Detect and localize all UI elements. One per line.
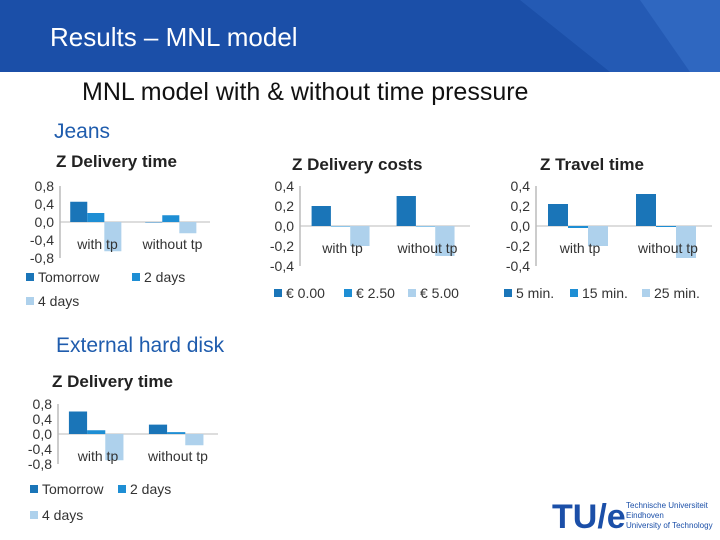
bar-tomorrow-0 [68, 411, 88, 434]
legend-label: 2 days [144, 269, 185, 285]
bar-15-min--0 [568, 226, 588, 228]
chart-title-jeans-travel-time: Z Travel time [540, 155, 644, 174]
chart-title-jeans-delivery-costs: Z Delivery costs [292, 155, 423, 174]
x-category-label: with tp [321, 240, 363, 256]
tue-logo-graphic: TU/e Technische Universiteit Eindhoven U… [552, 498, 713, 536]
legend-swatch [132, 273, 140, 281]
bar--2-50-0 [330, 226, 351, 227]
chart-jeans-delivery-costs: 0,4 0,2 0,0 -0,2 -0,4 with tp without tp € 0.00… [270, 178, 470, 301]
legend-swatch [30, 511, 38, 519]
legend-swatch [344, 289, 352, 297]
x-category-label: without tp [147, 448, 208, 464]
x-category-label: with tp [559, 240, 601, 256]
bar-tomorrow-1 [145, 222, 163, 223]
chart-title-disk-delivery-time: Z Delivery time [52, 372, 173, 391]
bar-2-days-1 [167, 432, 186, 434]
y-tick-label: -0,8 [28, 456, 52, 472]
bar-2-days-0 [87, 213, 105, 222]
banner-pattern [520, 0, 720, 72]
bar--2-50-1 [415, 226, 436, 227]
x-category-label: with tp [77, 448, 119, 464]
slide-subtitle: MNL model with & without time pressure [82, 78, 529, 106]
bar-5-min--0 [548, 204, 568, 226]
y-tick-label: 0,8 [33, 396, 53, 412]
y-tick-label: 0,0 [511, 218, 531, 234]
logo-line-3: University of Technology [626, 521, 713, 530]
y-tick-label: -0,4 [28, 441, 52, 457]
y-tick-label: -0,4 [270, 258, 294, 274]
bar--0-00-0 [311, 206, 331, 226]
section-heading-disk: External hard disk [56, 334, 225, 357]
section-heading-jeans: Jeans [54, 120, 111, 143]
legend-label: 2 days [130, 481, 171, 497]
y-tick-label: -0,4 [30, 232, 54, 248]
bar-25-min--0 [588, 226, 608, 246]
legend-swatch [504, 289, 512, 297]
bar--0-00-1 [396, 196, 416, 226]
logo-line-2: Eindhoven [626, 511, 664, 520]
y-tick-label: 0,4 [33, 411, 53, 427]
legend-swatch [26, 297, 34, 305]
legend-label: Tomorrow [42, 481, 104, 497]
legend-label: 5 min. [516, 285, 554, 301]
chart-jeans-travel-time: 0,4 0,2 0,0 -0,2 -0,4 with tp without tp 5 min.… [504, 178, 712, 301]
bar-25-min--1 [676, 226, 696, 258]
legend-label: 25 min. [654, 285, 700, 301]
chart-title-jeans-delivery-time: Z Delivery time [56, 152, 177, 171]
bar-tomorrow-0 [70, 201, 88, 222]
bar-2-days-0 [87, 430, 106, 434]
bar-2-days-1 [162, 215, 180, 222]
legend-label: 15 min. [582, 285, 628, 301]
y-tick-label: 0,2 [275, 198, 295, 214]
logo-mark: TU/e [552, 498, 626, 534]
x-category-label: with tp [76, 236, 118, 252]
bar-tomorrow-1 [148, 424, 168, 434]
legend-label: € 5.00 [420, 285, 459, 301]
chart-jeans-delivery-time: 0,8 0,4 0,0 -0,4 -0,8 with tp without tp Tomorr… [26, 178, 210, 309]
y-tick-label: 0,4 [35, 196, 55, 212]
tue-logo: TU/e Technische Universiteit Eindhoven U… [552, 496, 716, 539]
y-tick-label: 0,2 [511, 198, 531, 214]
legend-label: 4 days [38, 293, 79, 309]
legend-swatch [26, 273, 34, 281]
logo-line-1: Technische Universiteit [626, 501, 709, 510]
legend-swatch [570, 289, 578, 297]
bar-5-min--1 [636, 194, 656, 226]
legend-swatch [408, 289, 416, 297]
legend-swatch [30, 485, 38, 493]
x-category-label: without tp [397, 240, 458, 256]
bar-4-days-0 [105, 434, 124, 461]
y-tick-label: 0,0 [33, 426, 53, 442]
y-tick-label: 0,8 [35, 178, 55, 194]
legend-swatch [274, 289, 282, 297]
legend-label: Tomorrow [38, 269, 100, 285]
chart-disk-delivery-time: 0,80,40,0-0,4-0,8 with tp without tp Tomorr… [28, 396, 218, 523]
legend-label: 4 days [42, 507, 83, 523]
y-tick-label: 0,4 [511, 178, 531, 194]
header-banner: Results – MNL model [0, 0, 720, 72]
legend-label: € 2.50 [356, 285, 395, 301]
legend-swatch [642, 289, 650, 297]
bar--5-00-0 [350, 226, 370, 246]
bar-4-days-0 [104, 222, 122, 252]
legend-label: € 0.00 [286, 285, 325, 301]
y-tick-label: 0,0 [275, 218, 295, 234]
y-tick-label: -0,2 [506, 238, 530, 254]
y-tick-label: 0,4 [275, 178, 295, 194]
y-tick-label: 0,0 [35, 214, 55, 230]
y-tick-label: -0,2 [270, 238, 294, 254]
x-category-label: without tp [637, 240, 698, 256]
bar-4-days-1 [185, 434, 204, 446]
bar-15-min--1 [656, 226, 676, 227]
page-title: Results – MNL model [50, 22, 298, 52]
y-tick-label: -0,8 [30, 250, 54, 266]
bar--5-00-1 [435, 226, 455, 256]
y-tick-label: -0,4 [506, 258, 530, 274]
legend-swatch [118, 485, 126, 493]
bar-4-days-1 [179, 222, 197, 234]
x-category-label: without tp [142, 236, 203, 252]
